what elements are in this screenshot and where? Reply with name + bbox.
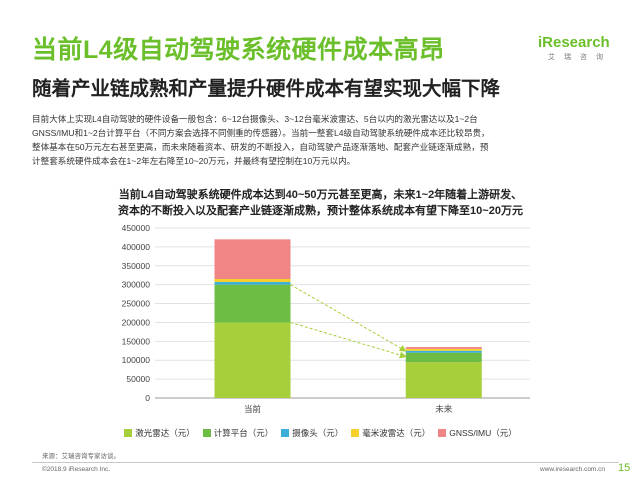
page-number: 15 [618, 462, 631, 474]
footer-divider [32, 462, 619, 463]
stacked-bar-chart: 0 50000 100000 150000 200000 250000 300000 3500… [122, 223, 530, 414]
legend-item: 激光雷达（元） [124, 427, 195, 439]
legend-label: 计算平台（元） [213, 428, 274, 438]
bar-segment [405, 352, 482, 363]
legend-label: GNSS/IMU（元） [449, 428, 517, 438]
copyright-text: ©2018.9 iResearch Inc. [42, 466, 111, 473]
legend-swatch [124, 429, 133, 437]
bar-segment [214, 239, 291, 279]
y-tick-label: 450000 [122, 223, 151, 233]
body-line: 目前大体上实现L4自动驾驶的硬件设备一般包含：6~12台摄像头、3~12台毫米波… [32, 114, 478, 124]
chart-legend: 激光雷达（元） 计算平台（元） 摄像头（元） 毫米波雷达（元） GNSS/IMU（元） [0, 427, 641, 439]
y-tick-label: 350000 [122, 261, 151, 271]
y-tick-label: 200000 [122, 317, 151, 327]
y-tick-label: 300000 [122, 280, 151, 290]
body-line: GNSS/IMU和1~2台计算平台（不同方案会选择不同侧重的传感器）。当前一整套… [32, 128, 490, 138]
y-tick-label: 100000 [122, 355, 151, 365]
legend-swatch [281, 429, 290, 437]
iresearch-logo: iResearch 艾瑞咨询 [538, 34, 618, 62]
trend-arrow [290, 284, 407, 352]
legend-swatch [202, 429, 211, 437]
legend-item: 毫米波雷达（元） [351, 427, 430, 439]
bar-segment [405, 347, 482, 349]
source-note: 来源：艾瑞咨询专家访谈。 [42, 453, 120, 460]
body-line: 计整套系统硬件成本会在1~2年左右降至10~20万元，并最终有望控制在10万元以… [32, 156, 356, 166]
legend-swatch [438, 429, 447, 437]
y-tick-label: 250000 [122, 299, 151, 309]
chart-title-line: 当前L4自动驾驶系统硬件成本达到40~50万元甚至更高，未来1~2年随着上游研发… [118, 189, 523, 201]
legend-label: 激光雷达（元） [135, 428, 195, 438]
page-subtitle: 随着产业链成熟和产量提升硬件成本有望实现大幅下降 [32, 78, 501, 100]
legend-item: GNSS/IMU（元） [438, 427, 517, 439]
logo-subtext: 艾瑞咨询 [548, 54, 612, 61]
logo-text: iResearch [538, 34, 610, 51]
y-tick-label: 150000 [122, 336, 151, 346]
website-text: www.iresearch.com.cn [540, 466, 606, 473]
trend-arrow [290, 321, 407, 359]
bar-segment [214, 282, 291, 285]
bar-segment [214, 322, 291, 398]
page-title: 当前L4级自动驾驶系统硬件成本高昂 [32, 36, 445, 64]
legend-item: 摄像头（元） [281, 427, 343, 439]
legend-label: 摄像头（元） [292, 428, 344, 438]
bar-segment [405, 362, 482, 398]
chart-title-line: 资本的不断投入以及配套产业链逐渐成熟，预计整体系统成本有望下降至10~20万元 [118, 205, 523, 217]
legend-item: 计算平台（元） [202, 427, 274, 439]
bar-segment [405, 348, 482, 351]
x-tick-label: 当前 [244, 404, 262, 414]
bar-segment [214, 284, 291, 323]
y-tick-label: 50000 [126, 374, 150, 384]
y-tick-label: 400000 [122, 242, 151, 252]
bar-segment [405, 350, 482, 353]
x-tick-label: 未来 [435, 404, 453, 414]
body-line: 整体基本在50万元左右甚至更高，而未来随着资本、研发的不断投入，自动驾驶产品逐渐… [32, 142, 489, 152]
y-tick-label: 0 [145, 393, 150, 403]
legend-label: 毫米波雷达（元） [362, 428, 431, 438]
legend-swatch [351, 429, 360, 437]
body-paragraph: 目前大体上实现L4自动驾驶的硬件设备一般包含：6~12台摄像头、3~12台毫米波… [32, 112, 614, 168]
bar-segment [214, 279, 291, 283]
